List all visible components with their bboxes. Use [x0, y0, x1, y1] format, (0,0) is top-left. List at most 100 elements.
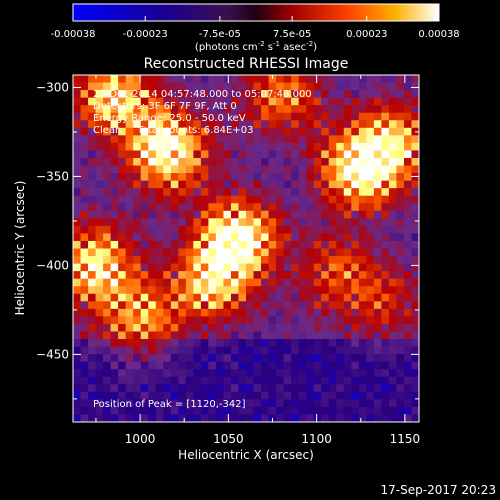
heatmap-cell: [366, 354, 375, 363]
heatmap-cell: [388, 82, 397, 91]
heatmap-cell: [133, 406, 142, 415]
heatmap-cell: [148, 323, 157, 332]
heatmap-cell: [185, 233, 194, 242]
heatmap-cell: [283, 376, 292, 385]
heatmap-cell: [148, 120, 157, 129]
heatmap-cell: [411, 406, 419, 415]
heatmap-cell: [178, 346, 187, 355]
heatmap-cell: [223, 286, 232, 295]
heatmap-cell: [73, 406, 81, 415]
heatmap-cell: [336, 233, 345, 242]
heatmap-cell: [200, 165, 209, 174]
heatmap-cell: [80, 323, 89, 332]
heatmap-cell: [411, 120, 419, 129]
heatmap-cell: [411, 203, 419, 212]
heatmap-cell: [133, 203, 142, 212]
heatmap-cell: [351, 75, 360, 83]
heatmap-cell: [73, 82, 81, 91]
heatmap-cell: [343, 82, 352, 91]
heatmap-cell: [238, 112, 247, 121]
heatmap-cell: [223, 331, 232, 340]
heatmap-cell: [200, 188, 209, 197]
heatmap-cell: [328, 105, 337, 114]
heatmap-cell: [358, 180, 367, 189]
heatmap-cell: [88, 286, 96, 295]
heatmap-cell: [321, 90, 330, 99]
heatmap-cell: [230, 188, 239, 197]
heatmap-cell: [283, 331, 292, 340]
heatmap-cell: [373, 271, 382, 280]
heatmap-cell: [253, 361, 262, 370]
heatmap-cell: [170, 391, 179, 400]
heatmap-cell: [366, 391, 375, 400]
heatmap-cell: [223, 188, 232, 197]
heatmap-cell: [336, 263, 345, 272]
heatmap-cell: [403, 150, 412, 159]
heatmap-cell: [253, 248, 262, 257]
heatmap-cell: [178, 263, 187, 272]
heatmap-cell: [178, 90, 187, 99]
heatmap-cell: [358, 316, 367, 325]
heatmap-cell: [110, 308, 119, 317]
heatmap-cell: [208, 210, 217, 219]
heatmap-cell: [381, 90, 390, 99]
heatmap-cell: [110, 278, 119, 287]
heatmap-cell: [298, 399, 307, 408]
heatmap-cell: [268, 120, 277, 129]
heatmap-cell: [276, 90, 285, 99]
heatmap-cell: [133, 323, 142, 332]
heatmap-cell: [306, 142, 315, 151]
heatmap-cell: [328, 120, 337, 129]
heatmap-cell: [170, 195, 179, 204]
heatmap-cell: [125, 308, 134, 317]
heatmap-cell: [388, 240, 397, 249]
heatmap-cell: [125, 361, 134, 370]
heatmap-cell: [193, 308, 202, 317]
heatmap-cell: [170, 271, 179, 280]
heatmap-cell: [148, 301, 157, 310]
heatmap-cell: [88, 406, 96, 415]
heatmap-cell: [358, 263, 367, 272]
heatmap-cell: [336, 301, 345, 310]
heatmap-cell: [351, 271, 360, 280]
heatmap-cell: [103, 354, 112, 363]
heatmap-cell: [253, 157, 262, 166]
heatmap-cell: [170, 354, 179, 363]
heatmap-cell: [178, 112, 187, 121]
heatmap-cell: [261, 263, 269, 272]
heatmap-cell: [366, 240, 375, 249]
heatmap-cell: [381, 218, 390, 227]
heatmap-cell: [261, 399, 269, 408]
heatmap-cell: [103, 391, 112, 400]
heatmap-cell: [200, 271, 209, 280]
heatmap-cell: [193, 391, 202, 400]
heatmap-cell: [381, 286, 390, 295]
heatmap-cell: [328, 127, 337, 136]
heatmap-cell: [95, 271, 104, 280]
heatmap-cell: [133, 82, 142, 91]
heatmap-cell: [298, 301, 307, 310]
heatmap-cell: [298, 308, 307, 317]
heatmap-cell: [80, 135, 89, 144]
heatmap-cell: [193, 225, 202, 234]
heatmap-cell: [373, 256, 382, 264]
heatmap-cell: [411, 248, 419, 257]
heatmap-cell: [283, 157, 292, 166]
heatmap-cell: [298, 173, 307, 182]
heatmap-cell: [253, 188, 262, 197]
heatmap-cell: [200, 157, 209, 166]
heatmap-cell: [246, 339, 254, 347]
heatmap-cell: [268, 210, 277, 219]
heatmap-cell: [373, 165, 382, 174]
heatmap-cell: [298, 180, 307, 189]
heatmap-cell: [253, 406, 262, 415]
heatmap-cell: [388, 278, 397, 287]
heatmap-cell: [193, 271, 202, 280]
heatmap-cell: [343, 256, 352, 264]
heatmap-cell: [246, 112, 254, 121]
heatmap-cell: [276, 240, 285, 249]
heatmap-cell: [358, 165, 367, 174]
heatmap-cell: [178, 376, 187, 385]
heatmap-cell: [351, 165, 360, 174]
heatmap-cell: [373, 354, 382, 363]
